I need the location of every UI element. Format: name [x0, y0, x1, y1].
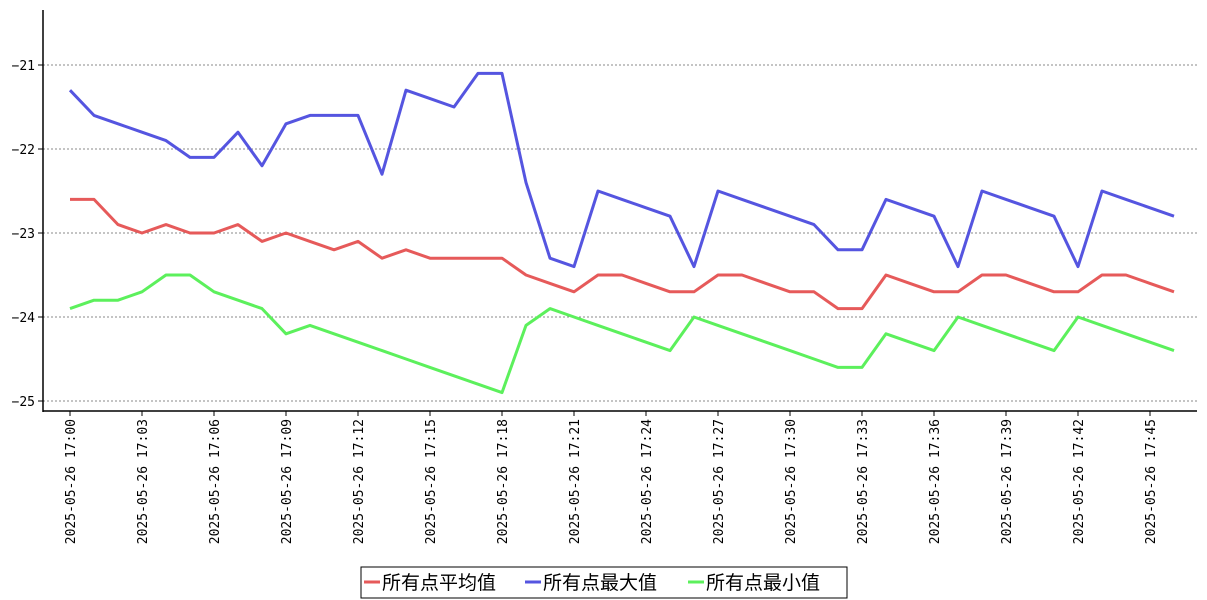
legend-box [360, 566, 848, 599]
legend-label-1: 所有点平均值 [382, 572, 496, 594]
series-line-2 [68, 71, 1175, 269]
x-tick-label: 2025-05-26 17:39 [1000, 419, 1015, 544]
x-tick-label: 2025-05-26 17:27 [712, 419, 727, 544]
y-tick-label: −25 [12, 395, 35, 410]
x-tick-label: 2025-05-26 17:42 [1072, 419, 1087, 544]
y-tick-label: −22 [12, 143, 35, 158]
x-tick-label: 2025-05-26 17:33 [856, 419, 871, 544]
y-tick-label: −21 [12, 59, 35, 74]
y-tick-label: −23 [12, 227, 35, 242]
series-line-1 [70, 197, 1175, 311]
x-tick-label: 2025-05-26 17:06 [208, 419, 223, 544]
x-tick-label: 2025-05-26 17:30 [784, 419, 799, 544]
x-tick-label: 2025-05-26 17:03 [136, 419, 151, 544]
grid-lines [43, 64, 1197, 402]
x-tick-label: 2025-05-26 17:45 [1144, 419, 1159, 544]
series-lines [68, 71, 1175, 395]
x-tick-label: 2025-05-26 17:12 [352, 419, 367, 544]
x-tick-label: 2025-05-26 17:21 [568, 419, 583, 544]
x-tick-label: 2025-05-26 17:36 [928, 419, 943, 544]
legend: 所有点平均值 所有点最大值 所有点最小值 [360, 566, 848, 599]
x-tick-label: 2025-05-26 17:18 [496, 419, 511, 544]
x-tick-label: 2025-05-26 17:09 [280, 419, 295, 544]
y-axis-ticks: −21 −22 −23 −24 −25 [12, 59, 43, 410]
x-tick-label: 2025-05-26 17:15 [424, 419, 439, 544]
series-line-3 [69, 273, 1175, 395]
axes [42, 10, 1197, 412]
legend-label-2: 所有点最大值 [543, 572, 657, 594]
x-tick-label: 2025-05-26 17:00 [64, 419, 79, 544]
x-tick-label: 2025-05-26 17:24 [640, 419, 655, 544]
x-axis-ticks: 2025-05-26 17:00 2025-05-26 17:03 2025-05-… [64, 411, 1159, 544]
y-tick-label: −24 [12, 311, 36, 326]
legend-label-3: 所有点最小值 [706, 572, 820, 594]
